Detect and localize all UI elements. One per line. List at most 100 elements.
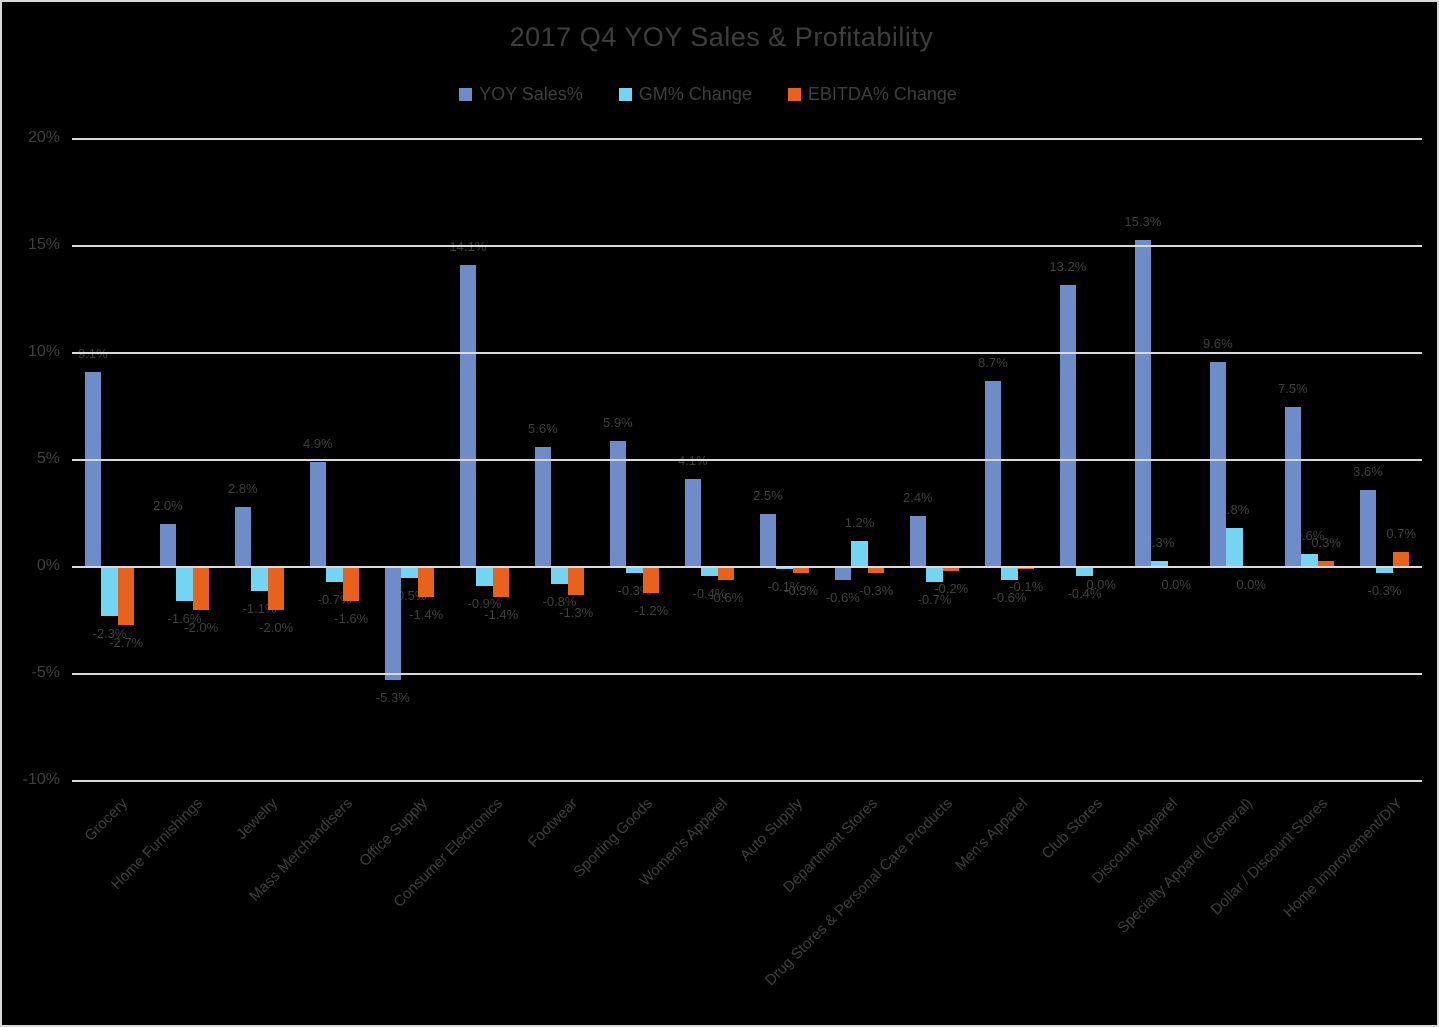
- value-label: -2.3%: [92, 626, 127, 642]
- y-axis-tick-label: 5%: [36, 450, 60, 467]
- value-label: 0.0%: [1086, 577, 1116, 592]
- bar-ebitda-change: [417, 567, 435, 597]
- bar-yoy-sales-: [459, 265, 477, 567]
- bar-ebitda-change: [942, 567, 960, 572]
- bar-yoy-sales-: [984, 380, 1002, 567]
- bar-gm-change: [1376, 567, 1393, 574]
- value-label: -2.0%: [259, 619, 294, 635]
- value-label: -0.6%: [992, 589, 1027, 605]
- bar-ebitda-change: [117, 567, 135, 625]
- chart-legend: YOY Sales% GM% Change EBITDA% Change: [2, 84, 1414, 105]
- bar-gm-change: [626, 567, 643, 574]
- value-label: 9.6%: [1203, 335, 1233, 351]
- bar-ebitda-change: [867, 567, 885, 574]
- bar-yoy-sales-: [1134, 239, 1152, 567]
- bar-gm-change: [326, 567, 343, 582]
- legend-swatch-gm-change-icon: [618, 88, 632, 101]
- bar-yoy-sales-: [384, 567, 402, 681]
- bar-gm-change: [1151, 560, 1168, 567]
- bar-gm-change: [401, 567, 418, 578]
- bar-yoy-sales-: [1359, 489, 1377, 567]
- value-label: 8.7%: [978, 354, 1008, 370]
- gridline: [72, 566, 1422, 568]
- legend-item-ebitda-change: EBITDA% Change: [787, 84, 957, 105]
- value-label: -0.4%: [1067, 585, 1102, 601]
- value-label: -0.1%: [1009, 579, 1044, 595]
- value-label: -2.0%: [184, 619, 219, 635]
- value-label: -1.3%: [559, 604, 594, 620]
- value-label: -1.4%: [484, 606, 519, 622]
- gridline: [72, 780, 1422, 782]
- value-label: 2.0%: [153, 498, 183, 514]
- value-label: 15.3%: [1124, 213, 1162, 229]
- bar-yoy-sales-: [309, 462, 327, 567]
- bar-yoy-sales-: [609, 440, 627, 567]
- bar-gm-change: [251, 567, 268, 591]
- value-label: -0.7%: [917, 591, 952, 607]
- y-axis-tick-label: 15%: [27, 236, 60, 253]
- bar-yoy-sales-: [84, 372, 102, 567]
- value-label: -2.7%: [109, 634, 144, 650]
- bar-gm-change: [476, 567, 493, 587]
- bar-ebitda-change: [492, 567, 510, 597]
- y-axis-tick-label: 10%: [27, 343, 60, 360]
- value-label: 0.3%: [1311, 534, 1341, 550]
- legend-label-gm-change: GM% Change: [638, 84, 752, 104]
- bar-ebitda-change: [717, 567, 735, 580]
- bar-yoy-sales-: [684, 479, 702, 567]
- bar-yoy-sales-: [1059, 284, 1077, 567]
- value-label: 4.9%: [303, 436, 333, 452]
- value-label: -1.4%: [409, 606, 444, 622]
- value-label: 5.9%: [603, 414, 633, 430]
- value-label: -1.6%: [167, 611, 202, 627]
- bar-ebitda-change: [192, 567, 210, 610]
- bar-ebitda-change: [342, 567, 360, 602]
- bar-gm-change: [1301, 554, 1318, 567]
- value-label: -0.9%: [467, 596, 502, 612]
- gridline: [72, 352, 1422, 354]
- value-label: 1.2%: [844, 515, 875, 531]
- value-label: -0.3%: [784, 583, 819, 599]
- bar-yoy-sales-: [1209, 361, 1227, 567]
- bar-ebitda-change: [1317, 560, 1335, 567]
- value-label: -0.6%: [709, 589, 744, 605]
- chart-title: 2017 Q4 YOY Sales & Profitability: [509, 22, 934, 52]
- bar-gm-change: [1076, 567, 1093, 576]
- value-label: 13.2%: [1049, 258, 1087, 274]
- gridline: [72, 245, 1422, 247]
- legend-swatch-ebitda-change-icon: [787, 88, 801, 101]
- y-axis-tick-label: -5%: [31, 664, 60, 681]
- value-label: -1.2%: [634, 602, 669, 618]
- value-label: 0.3%: [1144, 534, 1175, 550]
- value-label: 2.5%: [753, 487, 783, 503]
- legend-label-ebitda-change: EBITDA% Change: [807, 84, 957, 104]
- gridline: [72, 673, 1422, 675]
- legend-swatch-yoy-sales-icon: [459, 88, 473, 101]
- bar-yoy-sales-: [759, 513, 777, 567]
- y-axis-tick-label: -10%: [22, 771, 60, 788]
- legend-label-yoy-sales: YOY Sales%: [479, 84, 583, 104]
- gridline: [72, 138, 1422, 140]
- bar-gm-change: [101, 567, 118, 617]
- y-axis-tick-label: 0%: [36, 557, 60, 574]
- bar-yoy-sales-: [234, 507, 252, 567]
- gridline: [72, 459, 1422, 461]
- bar-ebitda-change: [642, 567, 660, 593]
- value-label: -1.6%: [334, 611, 369, 627]
- y-axis-tick-label: 20%: [27, 129, 60, 146]
- bar-gm-change: [926, 567, 943, 582]
- bar-ebitda-change: [1392, 552, 1410, 567]
- value-label: -0.1%: [767, 579, 802, 595]
- value-label: -0.8%: [542, 594, 577, 610]
- value-label: -5.3%: [375, 690, 410, 706]
- value-label: 0.0%: [1236, 577, 1266, 592]
- bar-gm-change: [1001, 567, 1018, 580]
- bar-gm-change: [701, 567, 718, 576]
- bar-yoy-sales-: [159, 524, 177, 567]
- value-label: 0.0%: [1161, 577, 1191, 592]
- bar-gm-change: [1226, 528, 1243, 567]
- value-label: 7.5%: [1278, 380, 1308, 396]
- value-label: 0.6%: [1294, 528, 1325, 544]
- value-label: 2.8%: [228, 481, 258, 497]
